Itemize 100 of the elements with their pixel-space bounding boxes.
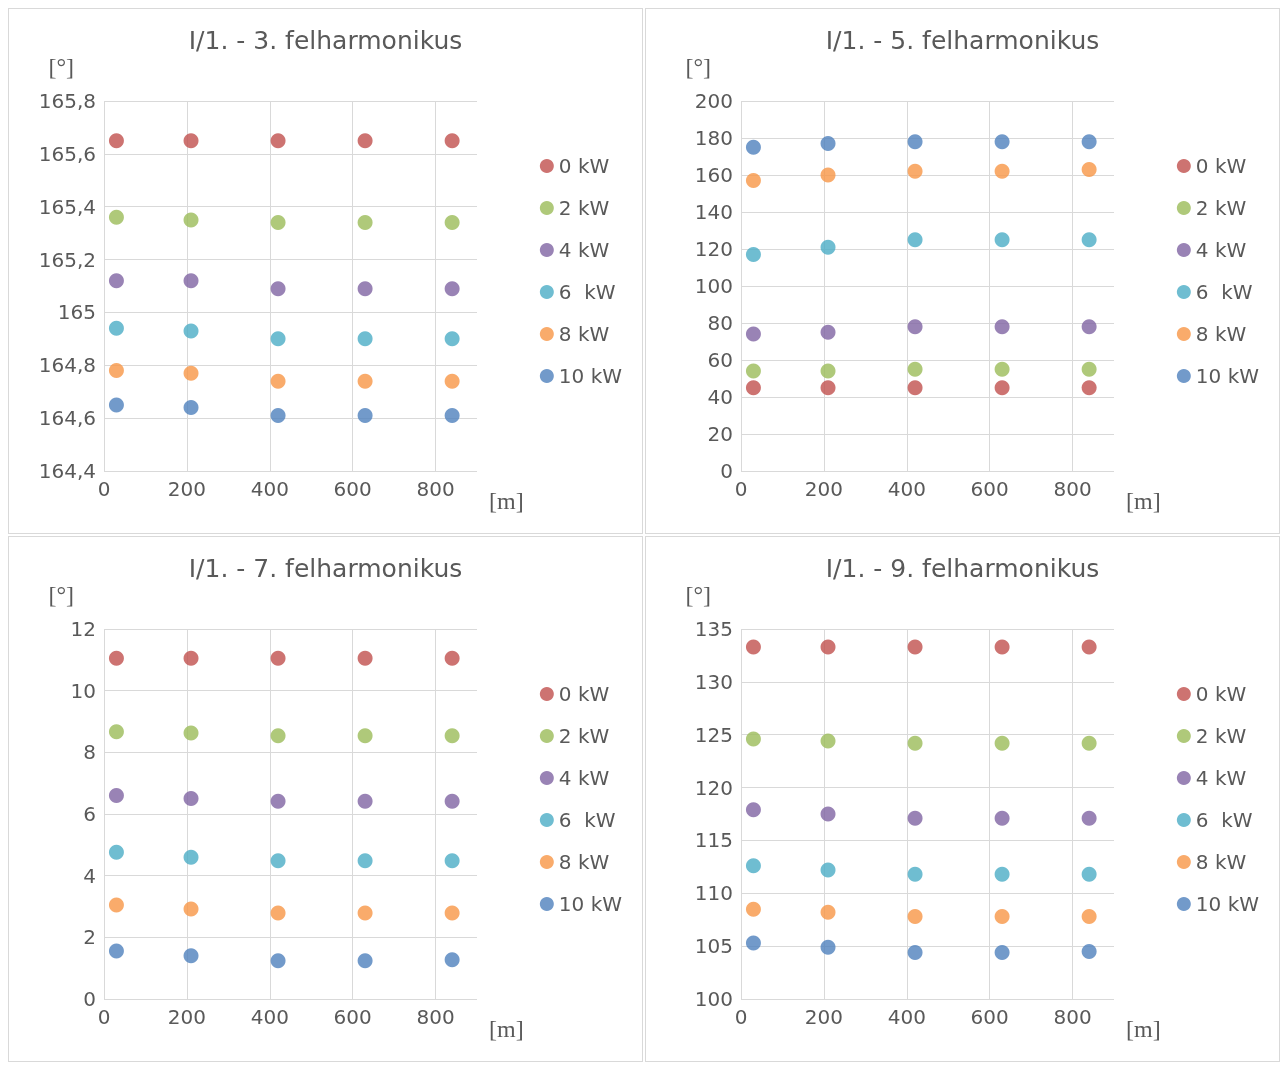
point (907, 134, 923, 150)
y-axis-title: [°] (685, 54, 711, 80)
point (745, 326, 761, 342)
point (1081, 232, 1097, 248)
point (357, 793, 373, 809)
point (270, 728, 286, 744)
chart-title: I/1. - 7. felharmonikus (188, 554, 463, 583)
point (108, 133, 124, 149)
point (183, 901, 199, 917)
point (1081, 639, 1097, 655)
y-tick-label: 125 (694, 722, 733, 747)
point (108, 320, 124, 336)
x-tick-label: 600 (970, 477, 1009, 501)
point (183, 273, 199, 289)
point (444, 952, 460, 968)
point (1081, 161, 1097, 177)
y-tick-label: 165,6 (38, 141, 96, 166)
y-axis-title: [°] (685, 582, 711, 608)
point (1081, 319, 1097, 335)
point (357, 215, 373, 231)
y-tick-label: 20 (707, 422, 733, 446)
x-axis-title: [m] (1126, 488, 1161, 514)
y-tick-label: 0 (83, 987, 96, 1011)
point (108, 788, 124, 803)
point (745, 858, 761, 874)
legend-label: 0 kW (558, 154, 610, 178)
point (444, 650, 460, 666)
point (1081, 361, 1097, 377)
y-tick-label: 180 (694, 126, 733, 150)
y-tick-label: 165,8 (38, 89, 96, 113)
x-tick-label: 600 (333, 1005, 372, 1029)
point (444, 373, 460, 389)
point (745, 901, 761, 917)
legend-label: 10 kW (1195, 364, 1260, 388)
point (820, 380, 836, 396)
point (270, 331, 286, 347)
point (108, 397, 124, 413)
point (820, 239, 836, 255)
point (357, 650, 373, 666)
legend-label: 8 kW (558, 850, 610, 874)
legend-label: 6 kW (1195, 280, 1253, 304)
x-tick-label: 800 (1053, 477, 1092, 501)
point (270, 373, 286, 389)
x-axis-title: [m] (489, 1016, 524, 1042)
legend-label: 4 kW (1195, 766, 1247, 790)
point (270, 133, 286, 149)
legend-label: 10 kW (558, 892, 623, 916)
legend-label: 4 kW (558, 766, 610, 790)
point (183, 849, 199, 865)
point (108, 650, 124, 666)
y-tick-label: 2 (83, 925, 96, 950)
point (108, 209, 124, 225)
x-tick-label: 800 (416, 1005, 455, 1029)
point (1081, 134, 1097, 150)
legend-label: 0 kW (1195, 682, 1247, 706)
y-tick-label: 0 (720, 459, 733, 483)
point (994, 163, 1010, 179)
point (357, 133, 373, 149)
point (270, 281, 286, 297)
point (357, 728, 373, 744)
point (820, 939, 836, 955)
point (108, 897, 124, 913)
x-tick-label: 200 (167, 1005, 206, 1029)
y-tick-label: 165,2 (38, 247, 96, 272)
point (745, 363, 761, 379)
x-tick-label: 400 (250, 477, 289, 501)
point (183, 400, 199, 416)
point (357, 281, 373, 297)
y-tick-label: 135 (694, 617, 733, 641)
point (1081, 866, 1097, 882)
point (820, 136, 836, 152)
y-tick-label: 120 (694, 775, 733, 800)
point (745, 139, 761, 155)
legend-label: 0 kW (558, 682, 610, 706)
point (108, 363, 124, 379)
chart-title: I/1. - 3. felharmonikus (188, 26, 463, 55)
point (994, 810, 1010, 826)
y-axis-title: [°] (48, 54, 74, 80)
point (907, 319, 923, 335)
point (994, 909, 1010, 925)
point (1081, 380, 1097, 396)
point (270, 853, 286, 869)
point (994, 944, 1010, 960)
legend-label: 6 kW (1195, 808, 1253, 832)
point (907, 810, 923, 826)
x-tick-label: 200 (804, 1005, 843, 1029)
point (108, 943, 124, 959)
point (745, 802, 761, 818)
point (994, 866, 1010, 882)
point (183, 323, 199, 339)
point (745, 247, 761, 263)
point (820, 733, 836, 749)
x-tick-label: 0 (734, 1005, 748, 1029)
point (745, 935, 761, 951)
point (108, 724, 124, 740)
point (270, 793, 286, 809)
point (907, 909, 923, 925)
point (994, 639, 1010, 655)
x-tick-label: 600 (970, 1005, 1009, 1029)
point (820, 167, 836, 183)
